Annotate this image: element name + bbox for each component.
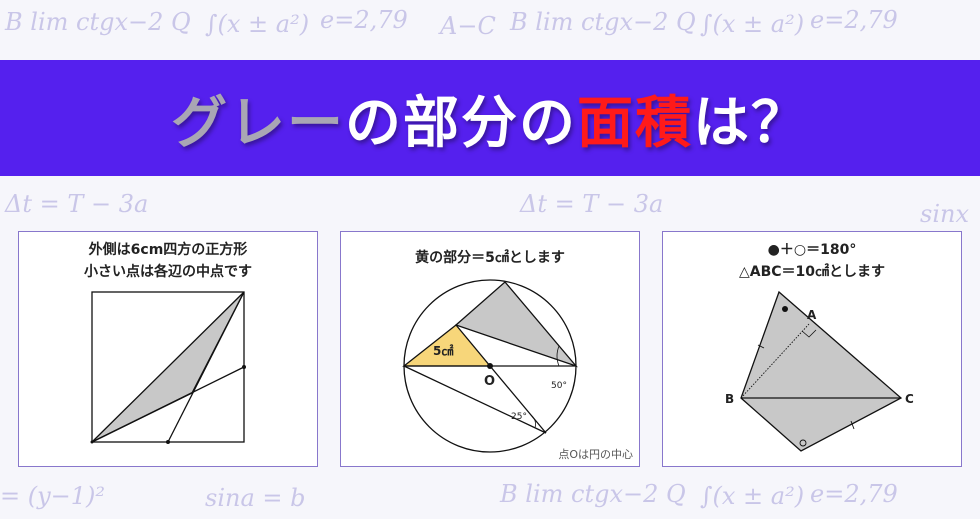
angle-label: 50° xyxy=(551,381,567,391)
bg-formula: Δt = T − 3a xyxy=(520,190,664,218)
midpoint-dot xyxy=(242,365,246,369)
bg-formula: e=2,79 xyxy=(810,6,898,34)
shaded-region xyxy=(91,291,245,443)
center-label: O xyxy=(484,374,495,389)
yellow-area-label: 5㎠ xyxy=(433,343,453,358)
shaded-region xyxy=(740,290,903,452)
bg-formula: ∫(x ± a²) xyxy=(700,482,805,510)
bg-formula: A−C xyxy=(440,12,496,40)
bg-formula: B lim ctgx−2 Q xyxy=(5,8,191,36)
note: 点Oは円の中心 xyxy=(558,448,633,461)
bg-formula: e=2,79 xyxy=(810,480,898,508)
bg-formula: sinx xyxy=(920,200,969,228)
title-banner: グレーの部分の面積は？ xyxy=(0,60,980,176)
square-diagram xyxy=(90,291,246,444)
bg-formula: ∫(x ± a²) xyxy=(205,10,310,38)
problem-panel-triangle: ●＋○＝180° △ABC＝10㎠とします A B C xyxy=(662,231,962,467)
bg-formula: e=2,79 xyxy=(320,6,408,34)
filled-angle-mark xyxy=(782,306,788,312)
shaded-region xyxy=(454,281,579,368)
bg-formula: sina = b xyxy=(205,484,306,512)
page-title: グレーの部分の面積は？ xyxy=(171,90,809,156)
problem-panel-square: 外側は6cm四方の正方形 小さい点は各辺の中点です xyxy=(18,231,318,467)
bg-formula: B lim ctgx−2 Q xyxy=(500,480,686,508)
vertex-label-c: C xyxy=(905,392,914,406)
caption: ●＋○＝180° xyxy=(767,242,857,258)
caption: 小さい点は各辺の中点です xyxy=(84,264,252,280)
caption: 黄の部分＝5㎠とします xyxy=(415,250,565,266)
midpoint-dot xyxy=(166,440,170,444)
problem-panel-circle: 黄の部分＝5㎠とします 5㎠ O 50° 25° 点Oは円の中心 xyxy=(340,231,640,467)
vertex-label-a: A xyxy=(807,308,817,322)
open-angle-mark xyxy=(799,439,807,447)
bg-formula: ∫(x ± a²) xyxy=(700,10,805,38)
angle-label: 25° xyxy=(511,412,527,422)
center-dot xyxy=(487,363,493,369)
bg-formula: Δt = T − 3a xyxy=(5,190,149,218)
caption: △ABC＝10㎠とします xyxy=(738,264,886,280)
caption: 外側は6cm四方の正方形 xyxy=(88,242,248,258)
bg-formula: B lim ctgx−2 Q xyxy=(510,8,696,36)
circle-diagram: 5㎠ O 50° 25° xyxy=(402,279,579,453)
bg-formula: = (y−1)² xyxy=(0,482,106,510)
triangle-diagram: A B C xyxy=(725,290,914,452)
vertex-label-b: B xyxy=(725,392,734,406)
